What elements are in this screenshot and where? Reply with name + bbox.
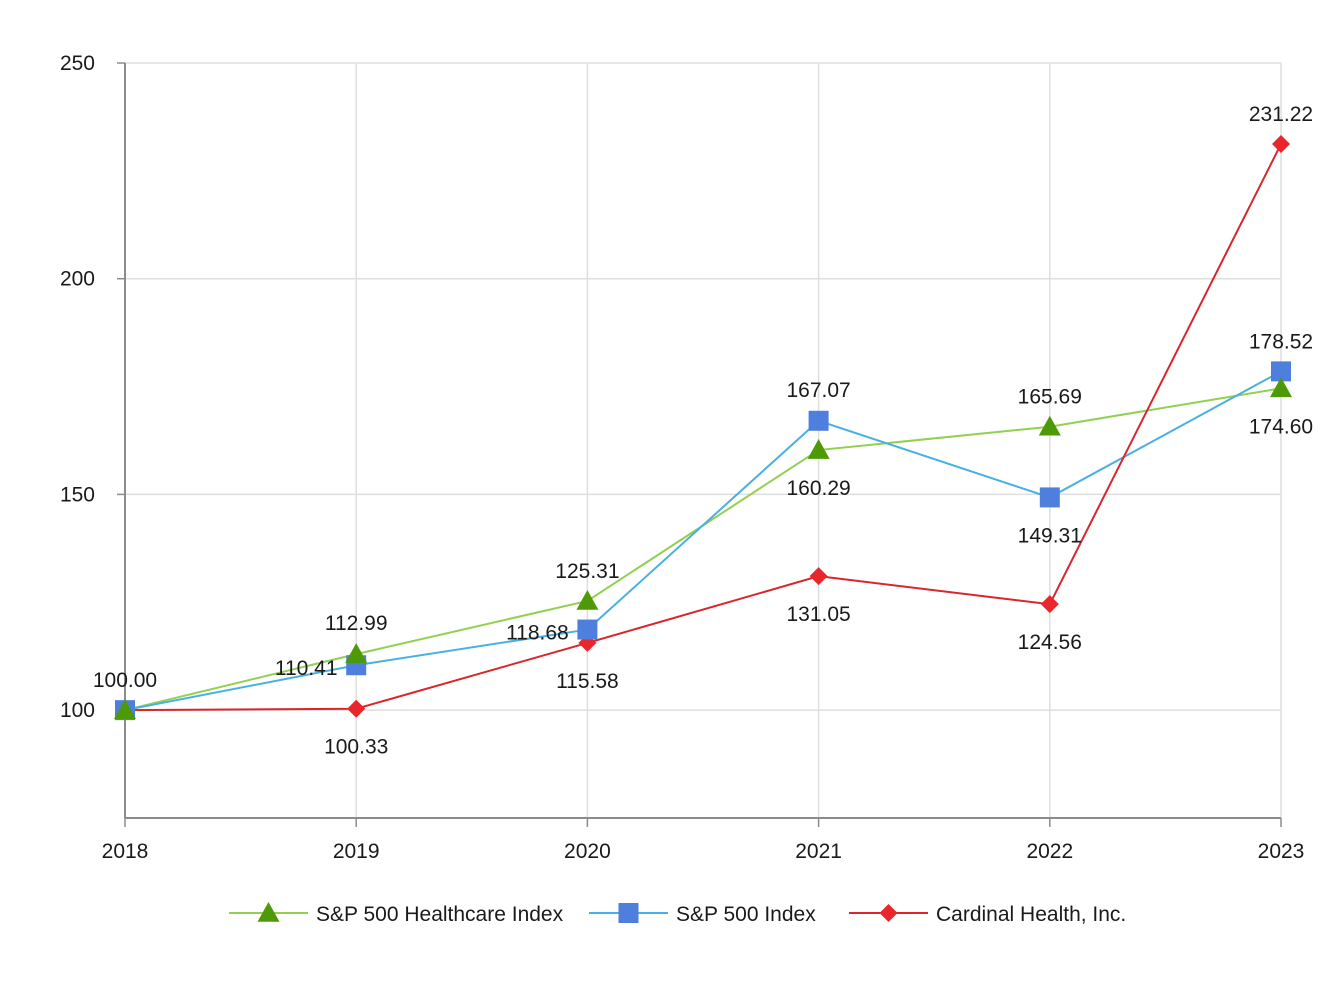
data-label: 125.31 [555,560,619,583]
data-point-triangle-2 [576,589,599,610]
data-point-diamond-4 [1040,595,1059,614]
x-tick-label: 2018 [102,840,149,863]
legend-item: S&P 500 Healthcare Index [229,902,564,926]
data-label: 100.00 [93,669,157,692]
data-label: 131.05 [786,603,850,626]
y-tick-label: 150 [60,483,95,506]
legend-label: Cardinal Health, Inc. [936,903,1126,926]
data-label: 231.22 [1249,103,1313,126]
data-label: 178.52 [1249,330,1313,353]
data-point-triangle-1 [345,643,368,663]
series-line-2 [124,143,1282,712]
legend-item: S&P 500 Index [589,903,816,926]
legend-triangle-icon [257,902,280,922]
legend-label: S&P 500 Healthcare Index [316,903,564,926]
data-point-diamond-3 [809,567,828,586]
legend-item: Cardinal Health, Inc. [849,903,1126,926]
data-label: 110.41 [275,657,338,680]
data-point-triangle-0 [114,699,136,719]
series-markers [114,135,1292,721]
data-point-triangle-3 [807,439,830,459]
legend-diamond-icon [879,904,898,922]
data-point-triangle-4 [1038,415,1061,436]
data-point-diamond-5 [1272,135,1290,154]
axes: 100 150 200 250 2018 2019 2020 2021 2022 2023 [60,52,1304,863]
x-tick-label: 2022 [1026,840,1073,863]
grid-lines [125,62,1282,818]
series-lines [124,143,1282,712]
data-label: 165.69 [1018,386,1082,409]
data-label: 100.33 [324,736,388,759]
y-tick-label: 100 [60,699,95,722]
legend-square-icon [618,903,639,923]
y-tick-label: 250 [60,52,95,75]
data-label: 160.29 [786,477,850,500]
data-label: 167.07 [786,379,850,402]
series-line-1 [124,370,1282,712]
legend-label: S&P 500 Index [676,903,816,926]
data-label: 115.58 [556,670,619,693]
data-label: 112.99 [325,612,388,635]
data-label: 149.31 [1018,524,1082,547]
data-label: 118.68 [506,622,569,645]
data-point-triangle-5 [1270,377,1292,398]
y-tick-label: 200 [60,268,95,291]
data-label: 174.60 [1249,415,1313,438]
x-tick-label: 2021 [795,840,842,863]
legend: S&P 500 Healthcare Index S&P 500 Index Car… [229,902,1126,926]
data-point-square-5 [1271,361,1291,382]
data-point-square-3 [808,410,829,431]
x-tick-label: 2020 [564,840,611,863]
data-point-square-2 [577,619,598,640]
data-label: 124.56 [1018,631,1082,654]
data-point-diamond-1 [347,699,366,718]
x-tick-label: 2019 [333,840,380,863]
x-tick-label: 2023 [1258,840,1305,863]
data-labels: 100.00 112.99 125.31 160.29 165.69 174.60 110.… [93,103,1313,759]
data-point-square-4 [1039,487,1060,508]
